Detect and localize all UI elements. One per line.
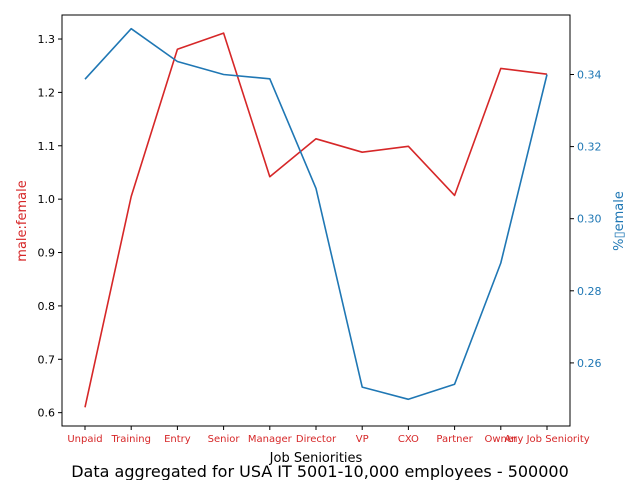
- x-axis: Unpaid Training Entry Senior Manager Director…: [67, 426, 590, 445]
- right-tick-label: 0.28: [577, 285, 602, 298]
- series-line-1: [84, 27, 548, 401]
- chart-caption: Data aggregated for USA IT 5001-10,000 e…: [71, 462, 569, 480]
- x-axis-label: Job Seniorities: [269, 451, 363, 466]
- left-y-axis: 0.6 0.7 0.8 0.9 1.0 1.1 1.2 1.3: [38, 33, 62, 420]
- left-tick-label: 0.6: [38, 407, 56, 420]
- left-tick-label: 0.7: [38, 353, 56, 366]
- left-tick-label: 1.2: [38, 86, 56, 99]
- left-tick-label: 0.9: [38, 247, 56, 260]
- x-tick-label: VP: [356, 434, 369, 445]
- x-tick-label: Unpaid: [67, 434, 102, 445]
- x-tick-label: Entry: [164, 434, 191, 445]
- right-tick-label: 0.32: [577, 141, 602, 154]
- x-tick-label: Owner: [484, 434, 518, 445]
- x-tick-label: Manager: [248, 434, 293, 445]
- right-tick-label: 0.30: [577, 213, 602, 226]
- x-tick-label: Training: [110, 434, 150, 445]
- left-tick-label: 1.1: [38, 140, 56, 153]
- right-y-axis: 0.26 0.28 0.30 0.32 0.34: [570, 68, 602, 370]
- right-y-axis-label: %▯emale: [612, 191, 627, 251]
- x-tick-label: Partner: [436, 434, 473, 445]
- x-tick-label: Senior: [208, 434, 241, 445]
- plot-area: [61, 14, 571, 427]
- series-lines: [84, 27, 548, 408]
- left-tick-label: 1.0: [38, 193, 56, 206]
- x-tick-label: CXO: [398, 434, 419, 445]
- x-tick-label: Any Job Seniority: [504, 434, 589, 445]
- plot-frame: [61, 14, 571, 427]
- right-tick-label: 0.34: [577, 68, 602, 81]
- left-y-axis-label: male:female: [15, 180, 30, 261]
- left-tick-label: 1.3: [38, 33, 56, 46]
- left-tick-label: 0.8: [38, 300, 56, 313]
- series-line-0: [84, 32, 548, 408]
- x-tick-label: Director: [296, 434, 337, 445]
- right-tick-label: 0.26: [577, 357, 602, 370]
